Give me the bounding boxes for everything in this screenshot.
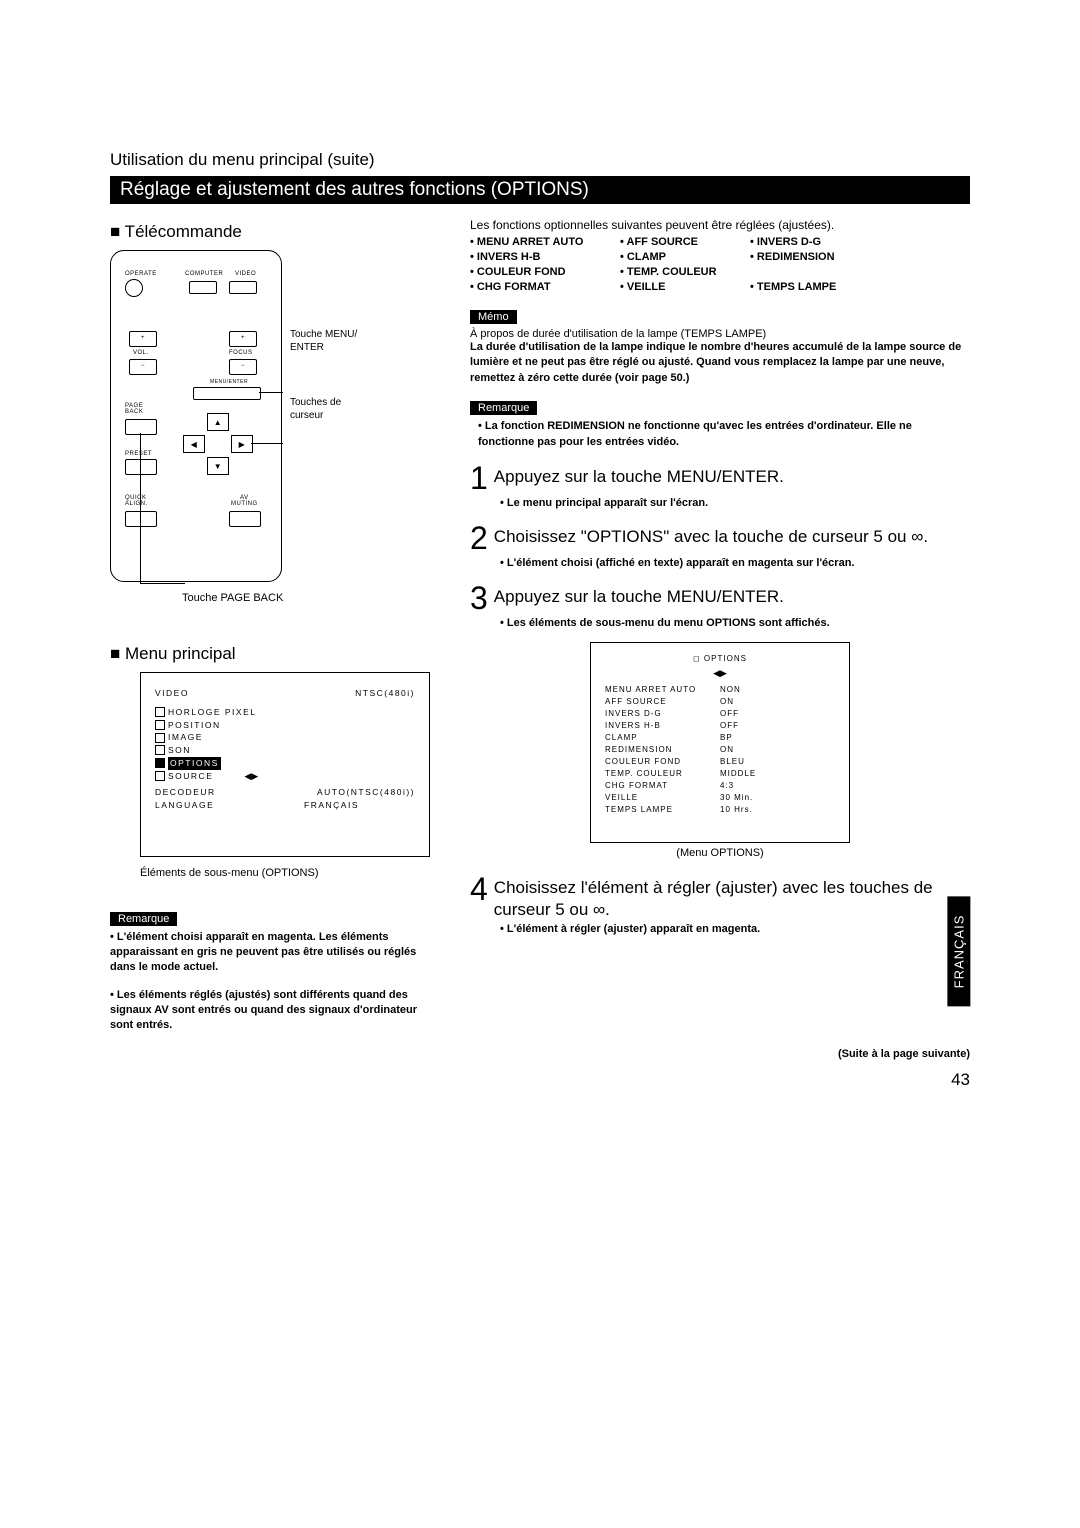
opt-v: MIDDLE: [720, 768, 756, 780]
remarque-text-right: • La fonction REDIMENSION ne fonctionne …: [470, 419, 970, 450]
func-item: • INVERS H-B: [470, 251, 620, 263]
step-3: 3 Appuyez sur la touche MENU/ENTER.: [470, 582, 970, 614]
lbl-computer: COMPUTER: [185, 271, 223, 277]
step-text: Choisissez "OPTIONS" avec la touche de c…: [494, 522, 928, 547]
opt-k: INVERS H-B: [605, 720, 720, 732]
func-item: • COULEUR FOND: [470, 266, 620, 278]
step-num: 2: [470, 522, 488, 554]
step-sub: • L'élément choisi (affiché en texte) ap…: [500, 556, 970, 572]
menu-head: ■ Menu principal: [110, 644, 440, 664]
menu-lang-v: FRANÇAIS: [304, 799, 359, 812]
function-grid: • MENU ARRET AUTO • AFF SOURCE • INVERS …: [470, 236, 970, 293]
opt-k: CLAMP: [605, 732, 720, 744]
suite-text: (Suite à la page suivante): [470, 1048, 970, 1060]
menu-decoder-v: AUTO(NTSC(480i)): [317, 786, 415, 799]
opt-k: AFF SOURCE: [605, 696, 720, 708]
caption-menu: Éléments de sous-menu (OPTIONS): [140, 867, 440, 879]
memo-text: La durée d'utilisation de la lampe indiq…: [470, 340, 970, 386]
language-tab: FRANÇAIS: [948, 897, 971, 1007]
step-sub: • L'élément à régler (ajuster) apparaît …: [500, 922, 970, 938]
func-item: • CLAMP: [620, 251, 750, 263]
remarque-label-left: Remarque: [110, 912, 177, 926]
step-num: 3: [470, 582, 488, 614]
func-item: • CHG FORMAT: [470, 281, 620, 293]
func-item: • TEMP. COULEUR: [620, 266, 750, 278]
func-item: • AFF SOURCE: [620, 236, 750, 248]
func-item: • INVERS D-G: [750, 236, 880, 248]
page-number: 43: [470, 1070, 970, 1090]
opt-k: VEILLE: [605, 792, 720, 804]
step-sub: • Le menu principal apparaît sur l'écran…: [500, 496, 970, 512]
opt-v: BP: [720, 732, 733, 744]
menu-item-selected: OPTIONS: [168, 757, 221, 770]
callout-menu: Touche MENU/ ENTER: [290, 328, 357, 354]
memo-title: À propos de durée d'utilisation de la la…: [470, 328, 970, 340]
breadcrumb: Utilisation du menu principal (suite): [110, 150, 970, 170]
step-text: Appuyez sur la touche MENU/ENTER.: [494, 582, 784, 607]
opt-v: NON: [720, 684, 741, 696]
lbl-preset: PRESET: [125, 451, 152, 457]
menu-item: SOURCE: [168, 770, 213, 783]
menu-header-right: NTSC(480i): [355, 687, 415, 700]
lbl-page-back: PAGE BACK: [125, 403, 143, 415]
opt-k: REDIMENSION: [605, 744, 720, 756]
menu-lang-k: LANGUAGE: [155, 799, 214, 812]
step-4: 4 Choisissez l'élément à régler (ajuster…: [470, 873, 970, 920]
opt-v: ON: [720, 744, 734, 756]
remarque-left-1: • L'élément choisi apparaît en magenta. …: [110, 930, 440, 976]
step-text: Choisissez l'élément à régler (ajuster) …: [494, 873, 970, 920]
lbl-vol: VOL.: [133, 350, 149, 356]
opt-k: CHG FORMAT: [605, 780, 720, 792]
options-title: OPTIONS: [704, 654, 747, 663]
remarque-left-2: • Les éléments réglés (ajustés) sont dif…: [110, 988, 440, 1034]
opt-k: TEMPS LAMPE: [605, 804, 720, 816]
step-sub: • Les éléments de sous-menu du menu OPTI…: [500, 616, 970, 632]
lbl-focus: FOCUS: [229, 350, 253, 356]
remote-head: ■ Télécommande: [110, 222, 440, 242]
opt-v: BLEU: [720, 756, 745, 768]
memo-label: Mémo: [470, 310, 517, 324]
lbl-menu-enter: MENU/ENTER: [210, 379, 248, 385]
opt-v: OFF: [720, 708, 739, 720]
step-text: Appuyez sur la touche MENU/ENTER.: [494, 462, 784, 487]
remote-diagram: OPERATE COMPUTER VIDEO + VOL. − + FOCUS …: [110, 250, 282, 582]
main-menu: VIDEO NTSC(480i) HORLOGE PIXEL POSITION …: [140, 672, 430, 857]
step-2: 2 Choisissez "OPTIONS" avec la touche de…: [470, 522, 970, 554]
step-num: 1: [470, 462, 488, 494]
opt-v: OFF: [720, 720, 739, 732]
opt-v: 10 Hrs.: [720, 804, 753, 816]
opt-v: ON: [720, 696, 734, 708]
menu-item: POSITION: [168, 719, 221, 732]
step-num: 4: [470, 873, 488, 905]
remote-callouts: Touche MENU/ ENTER Touches de curseur: [290, 250, 357, 422]
func-item: • TEMPS LAMPE: [750, 281, 880, 293]
caption-remote: Touche PAGE BACK: [182, 592, 440, 604]
func-item: [750, 266, 880, 278]
menu-item: SON: [168, 744, 191, 757]
options-menu: ◻ OPTIONS ◀▶ MENU ARRET AUTONON AFF SOUR…: [590, 642, 850, 844]
intro-text: Les fonctions optionnelles suivantes peu…: [470, 218, 970, 232]
opt-k: MENU ARRET AUTO: [605, 684, 720, 696]
lbl-video: VIDEO: [235, 271, 256, 277]
options-caption: (Menu OPTIONS): [470, 847, 970, 859]
lbl-quick: QUICK ALIGN.: [125, 495, 148, 507]
menu-item: HORLOGE PIXEL: [168, 706, 256, 719]
lbl-av: AV MUTING: [231, 495, 258, 507]
remarque-label-right: Remarque: [470, 401, 537, 415]
lbl-operate: OPERATE: [125, 271, 157, 277]
opt-k: COULEUR FOND: [605, 756, 720, 768]
menu-header-left: VIDEO: [155, 687, 189, 700]
opt-k: TEMP. COULEUR: [605, 768, 720, 780]
func-item: • VEILLE: [620, 281, 750, 293]
opt-v: 4:3: [720, 780, 734, 792]
opt-v: 30 Min.: [720, 792, 753, 804]
section-title: Réglage et ajustement des autres fonctio…: [110, 176, 970, 204]
func-item: • MENU ARRET AUTO: [470, 236, 620, 248]
callout-cursor: Touches de curseur: [290, 396, 357, 422]
step-1: 1 Appuyez sur la touche MENU/ENTER.: [470, 462, 970, 494]
opt-k: INVERS D-G: [605, 708, 720, 720]
menu-decoder-k: DECODEUR: [155, 786, 216, 799]
func-item: • REDIMENSION: [750, 251, 880, 263]
menu-item: IMAGE: [168, 731, 203, 744]
